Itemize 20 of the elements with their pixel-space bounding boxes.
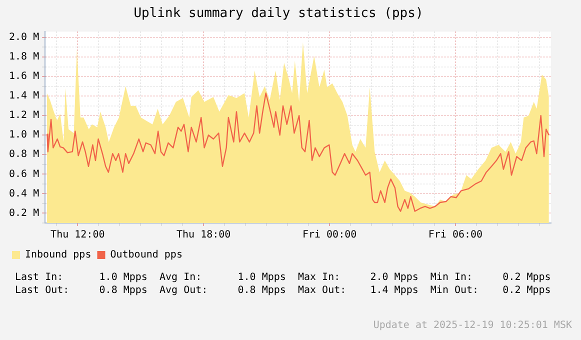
y-tick-label: 0.6 M (8, 168, 40, 180)
text: Last In: 1.0 Mpps Avg In: 1.0 Mpps Max In: 2.0 Mpps Min In: 0.2 Mpps (15, 272, 551, 283)
y-tick-label: 0.2 M (8, 208, 40, 219)
y-tick-label: 1.6 M (8, 71, 40, 82)
y-tick-label: 1.2 M (8, 110, 40, 122)
text: Last Out: 0.8 Mpps Avg Out: 0.8 Mpps Max Out: 1.4 Mpps Min Out: 0.2 Mpps (15, 285, 551, 296)
x-tick-label: Thu 12:00 (50, 230, 105, 241)
y-tick-label: 1.4 M (8, 90, 40, 102)
y-tick-label: 0.8 M (8, 149, 40, 160)
y-tick-label: 0.4 M (8, 188, 40, 200)
text: Update at 2025-12-19 10:25:01 MSK (373, 320, 572, 331)
x-tick-label: Fri 06:00 (428, 230, 483, 241)
y-tick-label: 1.0 M (8, 130, 40, 141)
y-tick-label: 2.0 M (8, 32, 40, 44)
chart-title: Uplink summary daily statistics (pps) (134, 6, 424, 22)
legend-label: Inbound pps (25, 250, 92, 261)
y-tick-label: 1.8 M (8, 52, 40, 63)
x-tick-label: Thu 18:00 (176, 230, 231, 241)
x-tick-label: Fri 00:00 (302, 230, 357, 241)
legend-label: Outbound pps (110, 250, 182, 261)
